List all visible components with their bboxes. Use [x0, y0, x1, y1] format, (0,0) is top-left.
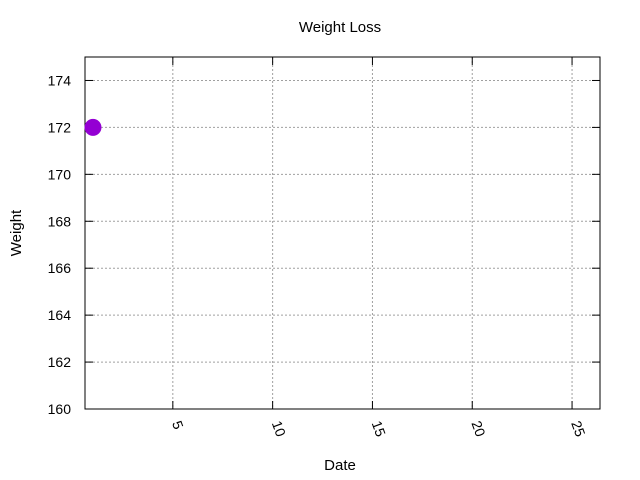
y-axis-title: Weight [8, 209, 25, 256]
x-tick-label: 5 [169, 419, 187, 432]
data-point [84, 118, 102, 136]
y-tick-label: 172 [48, 119, 72, 135]
grid-lines [85, 57, 600, 409]
y-tick-label: 164 [48, 307, 72, 323]
y-tick-label: 168 [48, 213, 72, 229]
data-points [84, 118, 102, 136]
y-tick-label: 174 [48, 72, 72, 88]
chart-title: Weight Loss [299, 19, 381, 36]
tick-labels: 160 162 164 166 168 170 172 174 5 10 15 20 25 [48, 72, 589, 438]
y-tick-label: 160 [48, 401, 72, 417]
x-tick-label: 20 [468, 419, 488, 439]
axis-ticks [85, 57, 600, 410]
x-axis-title: Date [324, 457, 356, 474]
y-tick-label: 162 [48, 354, 72, 370]
x-tick-label: 15 [369, 419, 389, 439]
x-tick-label: 25 [568, 419, 588, 439]
y-tick-label: 170 [48, 166, 72, 182]
x-tick-label: 10 [269, 419, 289, 439]
plot-frame [84, 56, 601, 410]
y-tick-label: 166 [48, 260, 72, 276]
